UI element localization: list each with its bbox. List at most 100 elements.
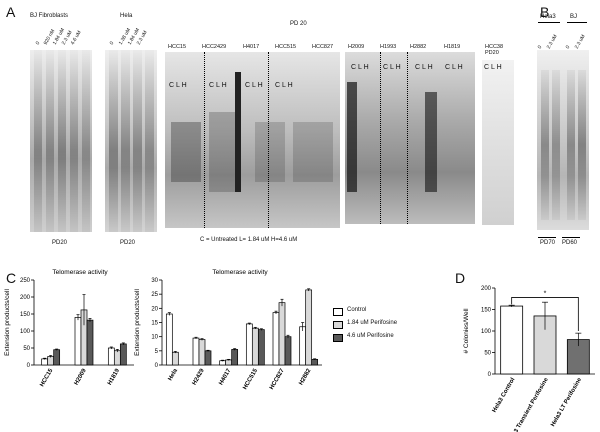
bar	[165, 313, 173, 366]
gel-image-b	[537, 50, 589, 230]
y-tick-label: 20	[151, 306, 158, 312]
x-tick-label: H2009	[74, 367, 88, 386]
y-axis-label: # Colonies/Well	[463, 308, 470, 354]
bar	[198, 339, 206, 366]
dose-label: 2.3 uM	[545, 33, 559, 50]
chart-title: Telomerase activity	[52, 269, 108, 276]
clh-labels: C L H	[169, 82, 187, 89]
pd20-hela-label: PD20	[120, 240, 136, 246]
bar	[257, 329, 265, 366]
chart-title: Telomerase activity	[212, 269, 268, 276]
clh-labels: C L H	[445, 64, 463, 71]
chart-telomerase-1: Telomerase activity 0 50 100 150 200 250 Extens…	[4, 269, 134, 388]
cell-line-label: HCC827	[312, 44, 334, 50]
bar	[225, 359, 233, 366]
pd60-bracket	[562, 237, 580, 238]
bj-bracket	[567, 22, 587, 23]
x-tick-label: H2429	[192, 367, 206, 386]
y-tick-label: 100	[20, 329, 31, 335]
y-tick-label: 150	[481, 308, 492, 314]
y-tick-label: 50	[484, 351, 491, 357]
pd60-label: PD60	[562, 240, 578, 246]
y-tick-label: 10	[151, 335, 158, 341]
panel-label-b: B	[540, 4, 550, 20]
cell-line-label: H4017	[243, 44, 260, 50]
pd20-header: PD 20	[290, 21, 307, 27]
hela-label: Hela	[120, 13, 133, 19]
pd70-label: PD70	[540, 240, 556, 246]
gel-image-hela	[105, 50, 157, 232]
bar	[278, 302, 286, 366]
x-tick-label: Hela3 LT Perifosine	[550, 376, 583, 427]
cell-line-label: H1993	[380, 44, 397, 50]
cell-line-label: HCC2429	[202, 44, 227, 50]
bar	[231, 349, 239, 366]
bar	[272, 312, 280, 366]
bar	[311, 358, 319, 366]
legend-label-high: 4.6 uM Perifosine	[347, 333, 394, 339]
cell-line-label: HCC515	[275, 44, 297, 50]
panel-label-a: A	[6, 4, 16, 20]
bar	[53, 349, 61, 366]
y-tick-label: 0	[155, 363, 159, 369]
clh-labels: C L H	[383, 64, 401, 71]
bar	[86, 319, 94, 366]
x-tick-label: HCC827	[269, 367, 286, 391]
clh-labels: C L H	[351, 64, 369, 71]
x-tick-label: H4017	[218, 367, 232, 386]
x-tick-label: HCC515	[242, 367, 259, 391]
cell-line-label: HCC15	[168, 44, 187, 50]
cell-line-label: H1819	[444, 44, 461, 50]
bar	[219, 360, 227, 366]
x-tick-label: Hela3 Control	[492, 377, 517, 414]
bar	[47, 356, 55, 366]
gel-image-bj	[30, 50, 92, 232]
clh-legend: C = Untreated L= 1.84 uM H=4.6 uM	[200, 237, 298, 243]
bj-fibroblasts-label: BJ Fibroblasts	[30, 13, 69, 19]
y-tick-label: 15	[151, 321, 158, 327]
y-tick-label: 50	[23, 346, 30, 352]
y-tick-label: 250	[20, 278, 31, 284]
chart-telomerase-2: Telomerase activity 0 5 10 15 20 25 30 Extension…	[134, 269, 322, 391]
y-tick-label: 30	[151, 278, 158, 284]
y-tick-label: 5	[155, 349, 159, 355]
bar	[251, 327, 259, 366]
legend-swatch-low	[333, 321, 343, 329]
y-tick-label: 0	[27, 363, 31, 369]
bar	[171, 351, 179, 366]
bar	[500, 305, 524, 375]
legend-label-low: 1.84 uM Perifosine	[347, 320, 398, 326]
significance-bracket	[511, 297, 579, 331]
y-axis-label: Extension products/cell	[4, 289, 11, 356]
gel-image-2: C L H C L H C L H C L H	[345, 52, 475, 224]
x-tick-label: HCC15	[39, 367, 54, 388]
hela3-bracket	[538, 22, 560, 23]
clh-labels: C L H	[245, 82, 263, 89]
cell-line-label: H2882	[410, 44, 427, 50]
hela3-label: Hela3	[540, 14, 556, 20]
dose-label: 0	[108, 40, 116, 46]
bar	[192, 337, 200, 366]
legend-label-control: Control	[347, 307, 367, 313]
clh-labels: C L H	[415, 64, 433, 71]
bar	[41, 358, 49, 366]
y-tick-label: 200	[20, 295, 31, 301]
bj-label-b: BJ	[570, 14, 578, 20]
bar	[284, 336, 292, 366]
y-tick-label: 25	[151, 292, 158, 298]
bar	[305, 289, 313, 366]
bar	[74, 317, 82, 366]
y-tick-label: 200	[481, 286, 492, 292]
clh-labels: C L H	[484, 64, 502, 71]
bar	[299, 326, 307, 366]
bar	[107, 347, 115, 366]
pd20-bj-label: PD20	[52, 240, 68, 246]
x-tick-label: H2882	[298, 367, 312, 386]
dose-label: 2.3 uM	[573, 33, 587, 50]
y-axis-label: Extension products/cell	[134, 289, 141, 356]
cell-line-label: HCC38 PD20	[485, 44, 504, 56]
pd70-bracket	[538, 237, 556, 238]
y-tick-label: 150	[20, 312, 31, 318]
bar	[245, 323, 253, 366]
bar	[113, 350, 121, 366]
